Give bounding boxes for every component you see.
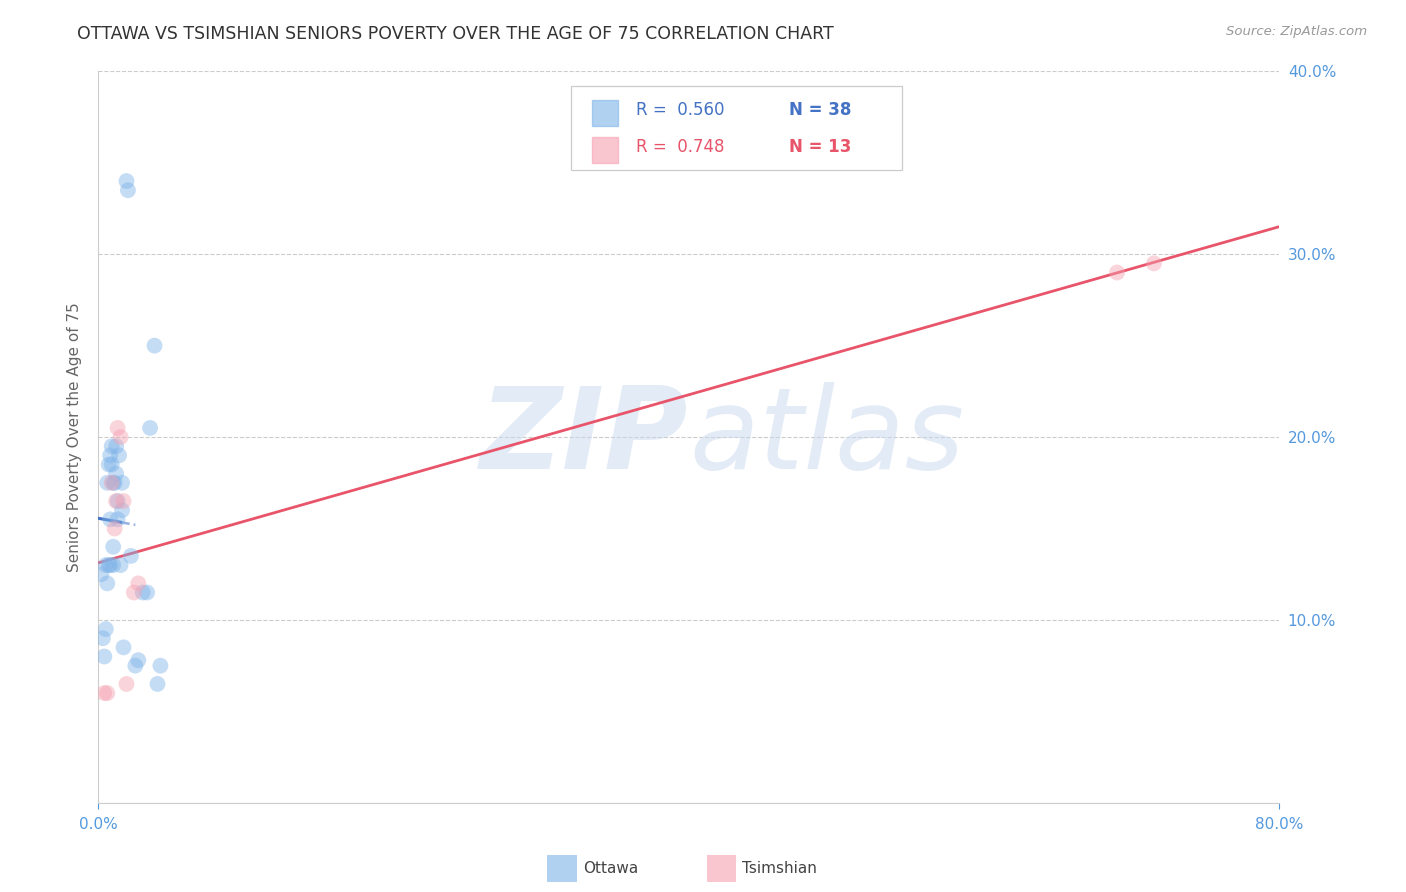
Point	[111, 503, 134, 517]
Point	[111, 475, 134, 490]
Point	[149, 658, 172, 673]
Point	[110, 558, 132, 573]
Bar	[547, 855, 576, 882]
Point	[107, 494, 129, 508]
Point	[120, 549, 142, 563]
Point	[1107, 266, 1129, 280]
Point	[100, 439, 122, 453]
Point	[93, 686, 115, 700]
Point	[1143, 256, 1166, 270]
Point	[97, 458, 120, 472]
Point	[103, 558, 125, 573]
Text: atlas: atlas	[689, 382, 965, 492]
Point	[105, 439, 128, 453]
Point	[127, 653, 149, 667]
Text: Source: ZipAtlas.com: Source: ZipAtlas.com	[1226, 25, 1367, 38]
Point	[104, 521, 127, 535]
Text: N = 38: N = 38	[789, 101, 852, 119]
Point	[122, 585, 145, 599]
Point	[139, 421, 162, 435]
Point	[117, 183, 139, 197]
Point	[100, 475, 122, 490]
Point	[112, 494, 135, 508]
Point	[104, 475, 127, 490]
Text: OTTAWA VS TSIMSHIAN SENIORS POVERTY OVER THE AGE OF 75 CORRELATION CHART: OTTAWA VS TSIMSHIAN SENIORS POVERTY OVER…	[77, 25, 834, 43]
Point	[98, 448, 121, 462]
Point	[105, 494, 128, 508]
Point	[96, 475, 118, 490]
Point	[146, 677, 169, 691]
Point	[91, 632, 114, 646]
Point	[105, 467, 128, 481]
Point	[107, 421, 129, 435]
Point	[115, 174, 138, 188]
Point	[100, 458, 122, 472]
Point	[143, 338, 166, 352]
Y-axis label: Seniors Poverty Over the Age of 75: Seniors Poverty Over the Age of 75	[67, 302, 83, 572]
Point	[103, 540, 125, 554]
Point	[98, 512, 121, 526]
Point	[96, 576, 118, 591]
Text: R =  0.560: R = 0.560	[636, 101, 724, 119]
Point	[90, 567, 112, 582]
Bar	[592, 100, 619, 126]
Bar	[707, 855, 737, 882]
Point	[94, 622, 117, 636]
Point	[96, 686, 118, 700]
Point	[115, 677, 138, 691]
Text: Ottawa: Ottawa	[582, 861, 638, 876]
Text: ZIP: ZIP	[481, 382, 689, 492]
Point	[94, 558, 117, 573]
Text: Tsimshian: Tsimshian	[742, 861, 817, 876]
Point	[98, 558, 121, 573]
Point	[103, 475, 125, 490]
Text: N = 13: N = 13	[789, 137, 852, 155]
Point	[97, 558, 120, 573]
Text: R =  0.748: R = 0.748	[636, 137, 724, 155]
Bar	[592, 136, 619, 162]
Point	[136, 585, 159, 599]
Point	[132, 585, 155, 599]
Point	[124, 658, 146, 673]
Point	[108, 448, 131, 462]
Point	[93, 649, 115, 664]
Point	[127, 576, 149, 591]
FancyBboxPatch shape	[571, 86, 901, 170]
Point	[110, 430, 132, 444]
Point	[112, 640, 135, 655]
Point	[107, 512, 129, 526]
